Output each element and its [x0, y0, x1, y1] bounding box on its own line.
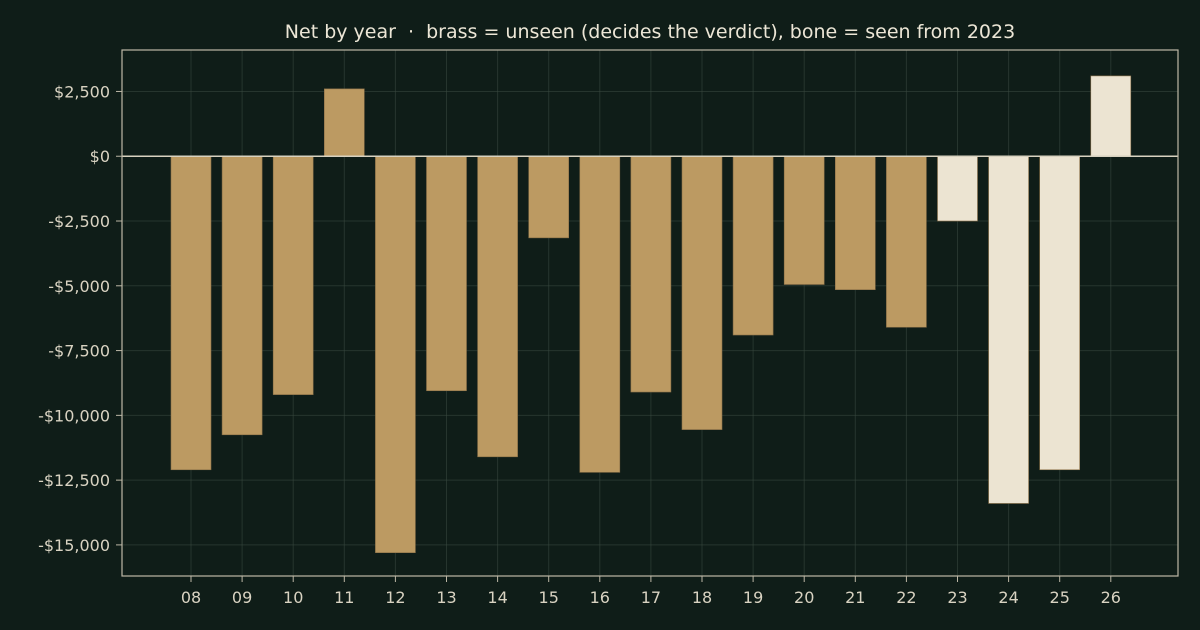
y-tick-label: $2,500	[54, 82, 110, 101]
x-tick-label: 09	[232, 588, 252, 607]
x-tick-label: 23	[947, 588, 967, 607]
y-tick-label: -$10,000	[38, 406, 110, 425]
y-tick-label: -$5,000	[48, 277, 110, 296]
y-tick-label: -$7,500	[48, 342, 110, 361]
bar-25	[1039, 155, 1080, 471]
x-tick-label: 21	[845, 588, 865, 607]
x-tick-label: 10	[283, 588, 303, 607]
x-tick-label: 20	[794, 588, 814, 607]
x-tick-label: 25	[1050, 588, 1070, 607]
chart-title: Net by year · brass = unseen (decides th…	[285, 21, 1015, 43]
bar-12	[375, 155, 416, 553]
x-tick-label: 11	[334, 588, 354, 607]
x-tick-label: 22	[896, 588, 916, 607]
bar-14	[477, 155, 518, 458]
y-tick-label: -$12,500	[38, 471, 110, 490]
y-tick-label: $0	[90, 147, 110, 166]
bar-26	[1090, 75, 1132, 157]
bar-18	[681, 155, 723, 430]
bar-08	[170, 155, 212, 471]
bar-23	[937, 155, 978, 222]
x-tick-label: 15	[539, 588, 559, 607]
bar-20	[783, 155, 825, 285]
x-tick-label: 26	[1101, 588, 1121, 607]
bar-11	[323, 88, 365, 157]
bar-09	[221, 155, 263, 436]
bar-17	[630, 155, 672, 393]
x-tick-label: 24	[998, 588, 1018, 607]
y-axis: $2,500 $0 -$2,500 -$5,000 -$7,500 -$10,000 -$1…	[38, 82, 122, 555]
bar-10	[272, 155, 314, 395]
y-tick-label: -$15,000	[38, 536, 110, 555]
bar-15	[528, 155, 570, 239]
x-tick-label: 13	[436, 588, 456, 607]
bar-19	[732, 155, 774, 336]
x-tick-label: 16	[590, 588, 610, 607]
bars	[170, 75, 1132, 553]
bar-16	[579, 155, 621, 473]
x-tick-label: 18	[692, 588, 712, 607]
x-tick-label: 12	[385, 588, 405, 607]
x-tick-label: 14	[487, 588, 507, 607]
y-tick-label: -$2,500	[48, 212, 110, 231]
bar-22	[886, 155, 927, 328]
x-tick-label: 19	[743, 588, 763, 607]
bar-24	[988, 155, 1029, 504]
x-tick-label: 08	[181, 588, 201, 607]
plot-frame	[121, 49, 1179, 577]
bar-13	[426, 155, 467, 392]
x-tick-label: 17	[641, 588, 661, 607]
x-axis: 08 09 10 11 12 13 14 15 16 17 18 19 20 21 22 23 24 25 26	[181, 576, 1121, 607]
bar-21	[834, 155, 876, 290]
